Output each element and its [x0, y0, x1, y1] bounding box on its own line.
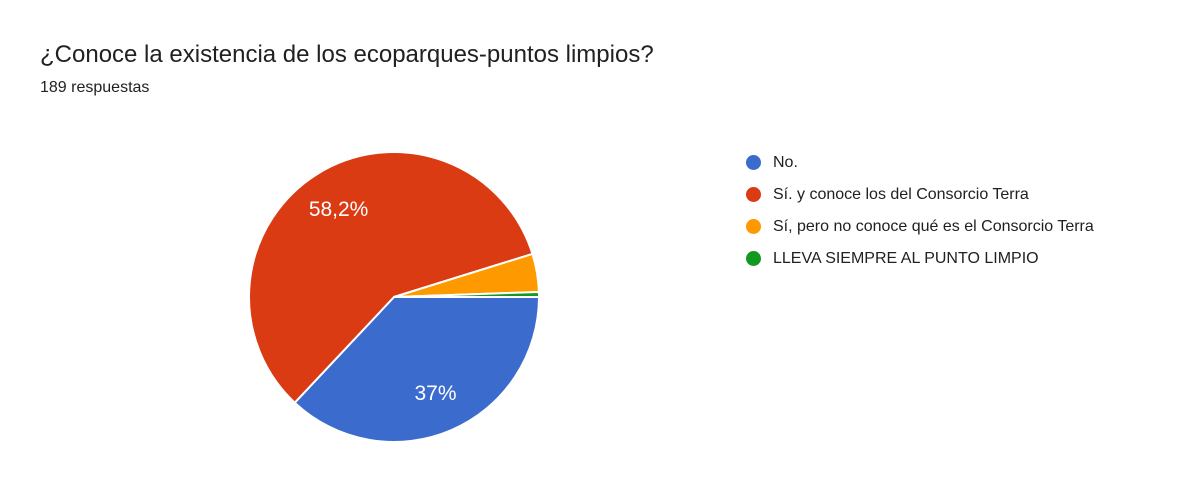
legend-color-dot [746, 219, 761, 234]
legend-color-dot [746, 187, 761, 202]
legend-color-dot [746, 251, 761, 266]
pie-slice-1[interactable] [248, 151, 534, 404]
pie-slice-3[interactable] [393, 290, 540, 298]
legend-item-label: LLEVA SIEMPRE AL PUNTO LIMPIO [773, 250, 1039, 267]
chart-legend: No. Sí. y conoce los del Consorcio Terra S… [746, 151, 1138, 271]
legend-item-label: No. [773, 154, 798, 171]
question-title: ¿Conoce la existencia de los ecoparques-… [40, 41, 654, 68]
legend-item-1[interactable]: Sí. y conoce los del Consorcio Terra [746, 183, 1138, 207]
pie-chart: 37% 58,2% [248, 151, 540, 443]
legend-item-label: Sí. y conoce los del Consorcio Terra [773, 186, 1029, 203]
slice-percent-label: 58,2% [309, 198, 369, 221]
slice-percent-label: 37% [414, 382, 456, 405]
response-count: 189 respuestas [40, 79, 150, 96]
pie-slice-0[interactable] [293, 296, 540, 443]
legend-item-0[interactable]: No. [746, 151, 1138, 175]
legend-item-label: Sí, pero no conoce qué es el Consorcio T… [773, 218, 1094, 235]
legend-item-3[interactable]: LLEVA SIEMPRE AL PUNTO LIMPIO [746, 247, 1138, 271]
legend-item-2[interactable]: Sí, pero no conoce qué es el Consorcio T… [746, 215, 1138, 239]
legend-color-dot [746, 155, 761, 170]
